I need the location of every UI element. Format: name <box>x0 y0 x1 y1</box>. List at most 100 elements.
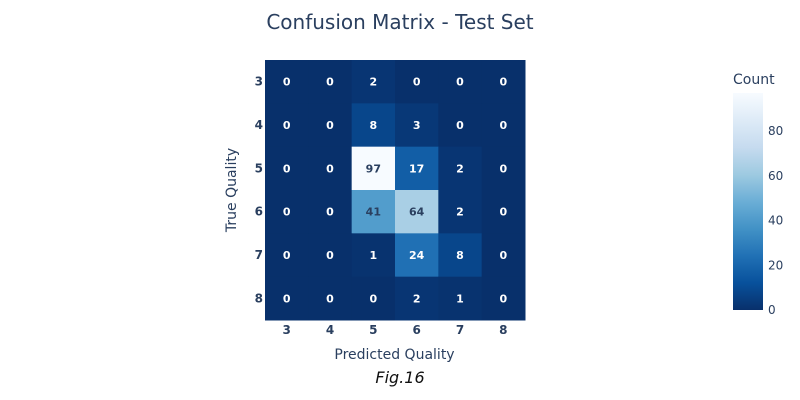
cell-value-label: 0 <box>500 292 508 305</box>
heatmap-cell <box>351 146 396 191</box>
heatmap-cell <box>438 276 483 321</box>
heatmap-cell <box>308 233 353 278</box>
y-axis-title: True Quality <box>224 148 240 233</box>
cell-value-label: 8 <box>370 119 378 132</box>
heatmap-cell <box>351 190 396 234</box>
cell-value-label: 0 <box>456 76 464 89</box>
cell-value-label: 0 <box>370 292 378 305</box>
cell-value-label: 0 <box>413 76 421 89</box>
cell-value-label: 24 <box>409 249 425 262</box>
heatmap-cell <box>395 103 439 148</box>
heatmap-cell <box>438 103 483 148</box>
cell-value-label: 3 <box>413 119 421 132</box>
heatmap-cell <box>351 233 396 278</box>
heatmap-grid: 0 0 2 0 0 0 0 0 8 3 0 0 0 0 97 17 2 0 0 0 41 64 2 0 0 0 1 24 8 0 0 0 0 2 1… <box>265 60 526 321</box>
cell-value-label: 0 <box>283 162 291 175</box>
x-axis-ticks: 3 4 5 6 7 8 <box>282 323 507 337</box>
cell-value-label: 2 <box>413 292 421 305</box>
y-tick-label: 5 <box>255 161 263 175</box>
y-axis-ticks: 3 4 5 6 7 8 <box>255 75 263 306</box>
cell-value-label: 41 <box>366 206 381 219</box>
cell-value-label: 0 <box>500 76 508 89</box>
cell-value-label: 0 <box>326 119 334 132</box>
heatmap-cell <box>308 103 353 148</box>
heatmap-cell <box>265 233 309 278</box>
heatmap-cell <box>265 276 309 321</box>
heatmap-cell <box>438 190 483 234</box>
x-tick-label: 3 <box>282 323 290 337</box>
cell-value-label: 97 <box>366 162 381 175</box>
heatmap-cell <box>395 276 439 321</box>
colorbar-tick-label: 80 <box>768 124 783 138</box>
heatmap-cell <box>395 146 439 191</box>
heatmap-cell <box>351 103 396 148</box>
y-tick-label: 7 <box>255 248 263 262</box>
heatmap-cell <box>395 60 439 104</box>
cell-value-label: 2 <box>370 76 378 89</box>
cell-value-label: 0 <box>326 206 334 219</box>
cell-value-label: 0 <box>500 119 508 132</box>
x-tick-label: 6 <box>412 323 420 337</box>
heatmap-cell <box>395 190 439 234</box>
colorbar-title: Count <box>733 72 775 88</box>
colorbar-tick-label: 20 <box>768 258 783 272</box>
cell-value-label: 64 <box>409 206 425 219</box>
y-tick-label: 8 <box>255 291 263 305</box>
x-tick-label: 7 <box>456 323 464 337</box>
cell-value-label: 0 <box>500 249 508 262</box>
y-tick-label: 6 <box>255 205 263 219</box>
cell-value-label: 17 <box>409 162 424 175</box>
cell-value-label: 0 <box>456 119 464 132</box>
cell-value-label: 0 <box>326 162 334 175</box>
cell-value-label: 2 <box>456 206 464 219</box>
heatmap-cell <box>481 276 526 321</box>
x-axis-title: Predicted Quality <box>334 347 454 363</box>
x-tick-label: 8 <box>499 323 507 337</box>
cell-value-label: 0 <box>283 249 291 262</box>
y-tick-label: 3 <box>255 75 263 89</box>
chart-title: Confusion Matrix - Test Set <box>266 10 533 34</box>
cell-value-label: 0 <box>326 292 334 305</box>
heatmap-cell <box>481 190 526 234</box>
heatmap-cell <box>481 146 526 191</box>
heatmap-cell <box>265 190 309 234</box>
heatmap-cell <box>438 60 483 104</box>
cell-value-label: 0 <box>500 206 508 219</box>
colorbar-tick-label: 0 <box>768 303 776 317</box>
heatmap-cell <box>481 233 526 278</box>
colorbar <box>733 93 763 310</box>
cell-value-label: 0 <box>283 206 291 219</box>
heatmap-cell <box>308 146 353 191</box>
heatmap-cell <box>351 60 396 104</box>
heatmap-cell <box>395 233 439 278</box>
heatmap-cell <box>308 190 353 234</box>
cell-value-label: 1 <box>456 292 464 305</box>
colorbar-tick-label: 60 <box>768 169 783 183</box>
cell-value-label: 0 <box>500 162 508 175</box>
heatmap-cell <box>481 103 526 148</box>
cell-value-label: 0 <box>326 249 334 262</box>
cell-value-label: 0 <box>326 76 334 89</box>
y-tick-label: 4 <box>255 118 263 132</box>
heatmap-cell <box>351 276 396 321</box>
cell-value-label: 0 <box>283 292 291 305</box>
cell-value-label: 8 <box>456 249 464 262</box>
figure-caption: Fig.16 <box>375 368 425 387</box>
x-tick-label: 5 <box>369 323 377 337</box>
heatmap-cell <box>308 60 353 104</box>
heatmap-cell <box>265 146 309 191</box>
heatmap-cell <box>438 146 483 191</box>
cell-value-label: 2 <box>456 162 464 175</box>
heatmap-cell <box>265 60 309 104</box>
cell-value-label: 0 <box>283 76 291 89</box>
heatmap-cell <box>265 103 309 148</box>
colorbar-ticks: 0 20 40 60 80 <box>768 124 783 317</box>
heatmap-cell <box>308 276 353 321</box>
cell-value-label: 1 <box>370 249 378 262</box>
x-tick-label: 4 <box>326 323 334 337</box>
heatmap-cell <box>481 60 526 104</box>
colorbar-tick-label: 40 <box>768 214 783 228</box>
cell-value-label: 0 <box>283 119 291 132</box>
heatmap-cell <box>438 233 483 278</box>
